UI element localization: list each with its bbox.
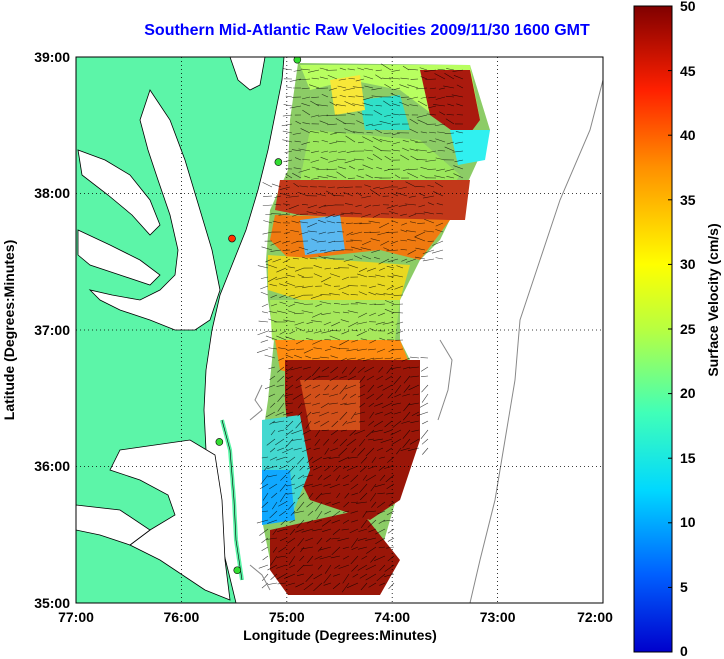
station-marker bbox=[274, 158, 283, 166]
colorbar-tick-label: 15 bbox=[680, 450, 696, 466]
x-tick-label: 76:00 bbox=[163, 609, 199, 625]
station-marker bbox=[233, 566, 242, 575]
colorbar-label: Surface Velocity (cm/s) bbox=[705, 223, 721, 376]
colorbar-tick-label: 40 bbox=[680, 127, 696, 143]
colorbar-tick-label: 45 bbox=[680, 63, 696, 79]
y-tick-label: 36:00 bbox=[34, 458, 70, 474]
depth-contours bbox=[249, 79, 603, 603]
y-tick-label: 37:00 bbox=[34, 322, 70, 338]
colorbar-tick-label: 0 bbox=[680, 643, 688, 659]
x-tick-label: 72:00 bbox=[577, 609, 613, 625]
colorbar-tick-label: 30 bbox=[680, 256, 696, 272]
grid bbox=[76, 57, 603, 603]
colorbar-tick-label: 20 bbox=[680, 385, 696, 401]
y-tick-label: 35:00 bbox=[34, 595, 70, 611]
colorbar-scale bbox=[633, 5, 673, 653]
x-tick-label: 77:00 bbox=[58, 609, 94, 625]
x-tick-label: 75:00 bbox=[269, 609, 305, 625]
colorbar: 50 45 40 35 30 25 20 15 10 5 0 Surface V… bbox=[633, 0, 721, 659]
colorbar-tick-label: 35 bbox=[680, 192, 696, 208]
station-marker bbox=[293, 57, 302, 64]
x-tick-label: 73:00 bbox=[480, 609, 516, 625]
y-axis: 39:00 38:00 37:00 36:00 35:00 Latitude (… bbox=[1, 49, 70, 611]
x-tick-label: 74:00 bbox=[374, 609, 410, 625]
y-tick-label: 38:00 bbox=[34, 185, 70, 201]
colorbar-tick-label: 10 bbox=[680, 514, 696, 530]
x-axis: 77:00 76:00 75:00 74:00 73:00 72:00 Long… bbox=[58, 609, 613, 643]
x-axis-label: Longitude (Degrees:Minutes) bbox=[243, 627, 437, 643]
chart-title: Southern Mid-Atlantic Raw Velocities 200… bbox=[144, 22, 590, 39]
stations bbox=[215, 57, 302, 575]
colorbar-tick-label: 50 bbox=[680, 0, 696, 14]
colorbar-tick-label: 25 bbox=[680, 321, 696, 337]
station-marker bbox=[228, 234, 236, 243]
y-tick-label: 39:00 bbox=[34, 49, 70, 65]
station-marker bbox=[215, 438, 224, 446]
velocity-vectors bbox=[256, 63, 464, 593]
plot-frame bbox=[75, 56, 604, 604]
y-axis-label: Latitude (Degrees:Minutes) bbox=[1, 240, 17, 420]
velocity-field bbox=[262, 63, 490, 595]
colorbar-tick-label: 5 bbox=[680, 579, 688, 595]
